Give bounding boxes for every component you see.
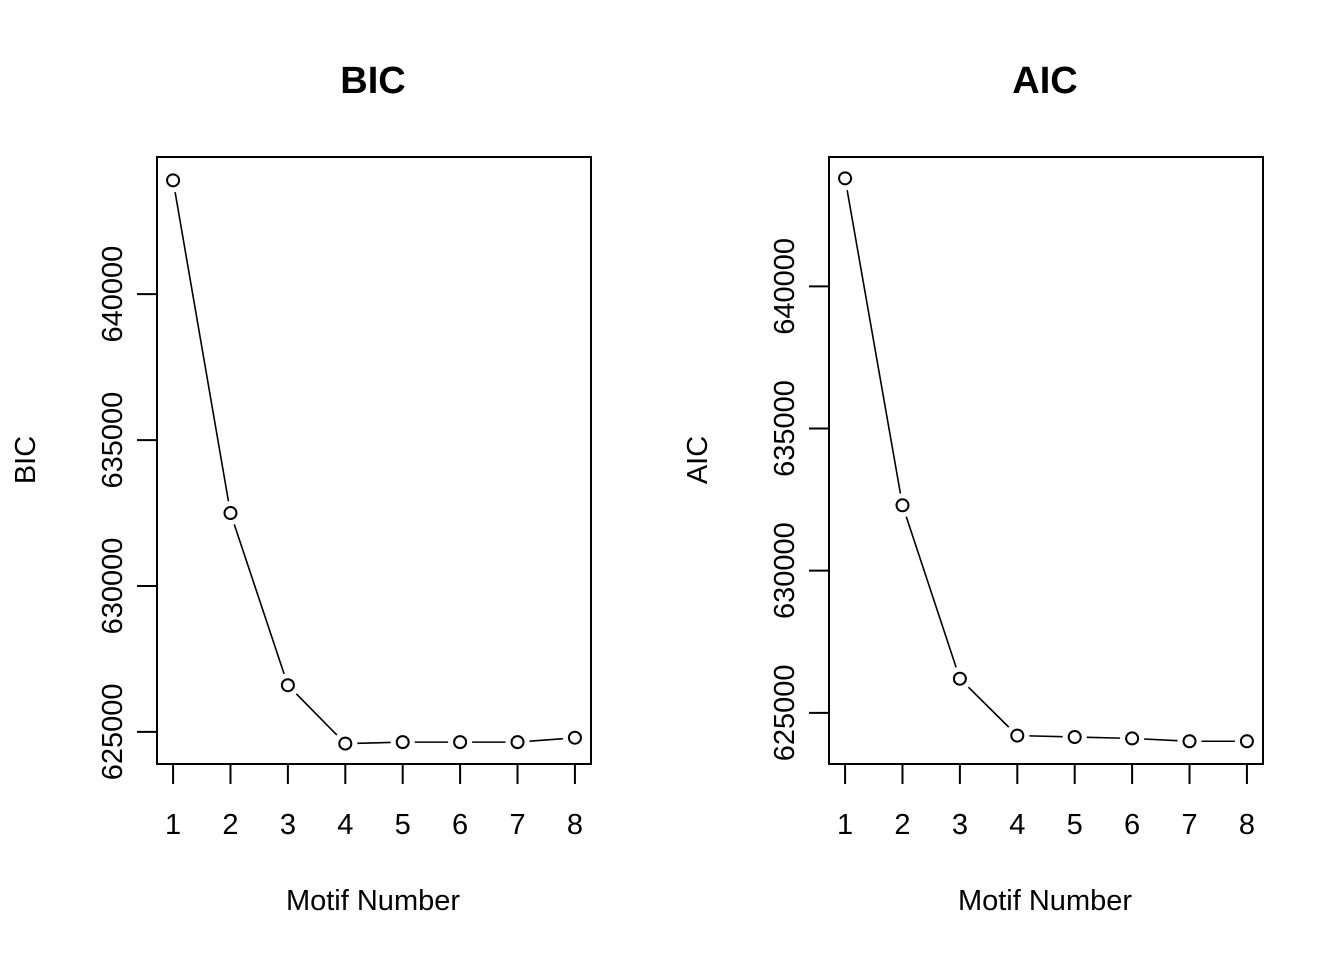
bic-x-tick-label: 2 [222,809,238,841]
aic-x-tick-label: 3 [952,809,968,841]
aic-x-tick-label: 5 [1067,809,1083,841]
bic-x-tick-label: 3 [280,809,296,841]
bic-y-axis: 625000 630000 635000 640000 [97,246,158,781]
bic-y-tick-label: 630000 [97,538,129,635]
aic-y-tick-label: 640000 [769,238,801,335]
aic-data-point [838,171,853,186]
bic-y-tick-label: 640000 [97,246,129,343]
bic-data-point [453,735,468,750]
aic-x-tick-label: 8 [1239,809,1255,841]
aic-series-points [838,171,1254,749]
bic-data-point [280,678,295,693]
bic-x-tick-label: 1 [165,809,181,841]
aic-panel: AIC 1 2 3 4 5 6 7 8 625000 630000 635000 640000 Mo… [682,60,1264,917]
bic-y-tick-label: 635000 [97,392,129,489]
aic-y-tick-label: 630000 [769,522,801,619]
bic-line-segment [357,741,391,745]
bic-line-segment [529,737,564,742]
bic-data-point [395,735,410,750]
aic-x-tick-label: 4 [1009,809,1025,841]
aic-y-axis-label: AIC [682,436,714,484]
bic-panel: BIC 1 2 3 4 5 6 7 8 625000 630000 635000 640000 Mo… [10,60,592,917]
aic-line-segment [967,686,1010,728]
bic-x-axis-label: Motif Number [286,885,460,917]
aic-data-point [1010,728,1025,743]
aic-chart-title: AIC [1012,60,1077,102]
bic-data-point [567,730,582,745]
bic-x-tick-label: 4 [337,809,353,841]
bic-line-segment [174,192,230,502]
aic-line-segment [905,516,957,668]
aic-x-tick-label: 2 [894,809,910,841]
aic-data-point [1182,734,1197,749]
bic-data-point [223,506,238,521]
bic-line-segment [295,693,338,736]
bic-x-axis: 1 2 3 4 5 6 7 8 [165,763,583,841]
aic-x-axis-label: Motif Number [958,885,1132,917]
aic-x-tick-label: 7 [1181,809,1197,841]
aic-data-point [1239,734,1254,749]
aic-y-axis: 625000 630000 635000 640000 [769,238,830,761]
bic-series-points [166,173,582,751]
aic-data-point [952,671,967,686]
aic-line-segment [846,190,902,494]
aic-x-tick-label: 6 [1124,809,1140,841]
bic-data-point [166,173,181,188]
bic-series-line [174,192,564,745]
aic-data-point [1067,729,1082,744]
bic-data-point [338,736,353,751]
aic-x-tick-label: 1 [837,809,853,841]
aic-line-segment [1029,735,1063,738]
aic-y-tick-label: 635000 [769,380,801,477]
aic-line-segment [1144,738,1178,742]
bic-data-point [510,735,525,750]
bic-line-segment [233,524,285,675]
aic-data-point [1125,731,1140,746]
bic-x-tick-label: 8 [567,809,583,841]
bic-x-tick-label: 7 [509,809,525,841]
aic-y-tick-label: 625000 [769,664,801,761]
bic-y-axis-label: BIC [10,436,42,484]
bic-x-tick-label: 5 [395,809,411,841]
bic-y-tick-label: 625000 [97,684,129,781]
aic-data-point [895,498,910,513]
bic-x-tick-label: 6 [452,809,468,841]
aic-x-axis: 1 2 3 4 5 6 7 8 [837,763,1255,841]
bic-chart-title: BIC [340,60,405,102]
aic-series-line [846,190,1235,743]
aic-line-segment [1086,736,1121,739]
